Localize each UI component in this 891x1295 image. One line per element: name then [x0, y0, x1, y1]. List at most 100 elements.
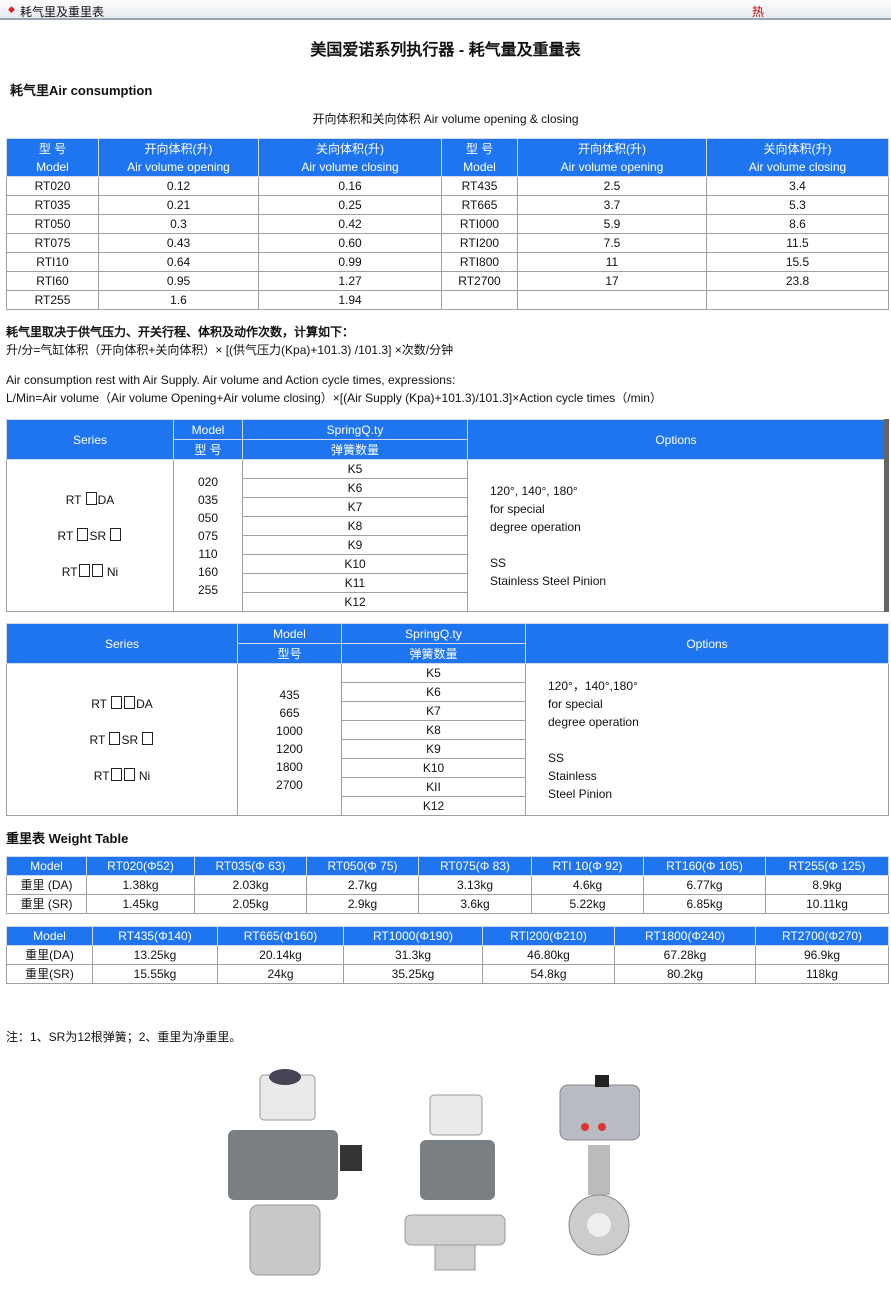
series-suffix: SR	[121, 732, 142, 747]
header-spring: SpringQ.ty	[341, 623, 526, 644]
topbar-title: 耗气里及重里表	[20, 5, 105, 19]
series-suffix: DA	[97, 492, 115, 507]
spring-cell: K9	[242, 535, 468, 555]
column-header: RT075(Φ 83)	[418, 856, 532, 876]
column-header: 型 号 Model	[6, 138, 99, 177]
table-row: RT DA RT SR RT Ni 020 035 050 075 110 160 255 K5 1…	[6, 459, 887, 612]
options-cell: 120°, 140°, 180° for special degree operat…	[467, 459, 887, 612]
table-cell: 0.21	[98, 195, 259, 215]
header-en: Air volume closing	[748, 159, 847, 174]
column-header: 开向体积(升) Air volume opening	[98, 138, 259, 177]
model-number: 035	[197, 492, 219, 507]
spring-cell: K9	[341, 739, 526, 759]
header-row: Model RT435(Φ140) RT665(Φ160) RT1000(Φ190) R…	[6, 926, 889, 946]
weight-heading: 重里表 Weight Table	[6, 831, 129, 846]
model-number: 160	[197, 564, 219, 579]
option-line: degree operation	[490, 519, 581, 534]
table-cell: RTI10	[6, 252, 99, 272]
column-header: RT665(Φ160)	[217, 926, 344, 946]
column-header: 开向体积(升) Air volume opening	[517, 138, 707, 177]
placeholder-box-icon	[77, 527, 89, 541]
table-cell	[441, 290, 518, 310]
air-subtitle: 开向体积和关向体积 Air volume opening & closing	[312, 112, 579, 126]
spring-cell: K11	[242, 573, 468, 593]
table-cell: 2.05kg	[194, 894, 307, 914]
model-number: 665	[279, 705, 300, 720]
table-cell: 80.2kg	[614, 964, 756, 984]
spring-cell: K7	[242, 497, 468, 517]
header-model-cn: 型号	[237, 643, 342, 664]
spring-cell: K8	[242, 516, 468, 536]
table-cell: 118kg	[755, 964, 889, 984]
table-cell: 31.3kg	[343, 945, 483, 965]
table-cell: 96.9kg	[755, 945, 889, 965]
series-suffix: SR	[89, 528, 110, 543]
spring-cell: K6	[341, 682, 526, 702]
table-cell: 46.80kg	[482, 945, 615, 965]
series-name: RT Ni	[7, 758, 237, 794]
table-row: RT DA RT SR RT Ni 435 665 1000 1200 1800 2700 K5…	[6, 663, 889, 816]
column-header: RT2700(Φ270)	[755, 926, 889, 946]
table-cell: 1.38kg	[86, 875, 195, 895]
table-row: RTI10 0.64 0.99 RTI800 11 15.5	[6, 252, 889, 272]
table-cell: 2.5	[517, 176, 707, 196]
table-cell: 3.7	[517, 195, 707, 215]
series-prefix: RT	[93, 768, 110, 783]
table-cell: 1.94	[258, 290, 442, 310]
table-cell: 13.25kg	[92, 945, 218, 965]
formula-cn: 耗气里取决于供气压力、开关行程、体积及动作次数，计算如下： 升/分=气缸体积（开…	[6, 323, 453, 359]
table-cell	[517, 290, 707, 310]
header-en: Model	[463, 159, 496, 174]
header-spring: SpringQ.ty	[242, 419, 468, 440]
air-heading: 耗气里Air consumption	[10, 83, 153, 98]
table-cell: 6.85kg	[643, 894, 766, 914]
option-line: 120°, 140°, 180°	[490, 483, 578, 498]
option-line: Steel Pinion	[548, 786, 613, 801]
table-cell: 重里 (DA)	[6, 875, 87, 895]
placeholder-box-icon	[78, 563, 90, 577]
table-cell: RT435	[441, 176, 518, 196]
formula-cn-line: 升/分=气缸体积（开向体积+关向体积）× [(供气压力(Kpa)+101.3) …	[6, 343, 454, 357]
model-number: 2700	[276, 777, 303, 792]
table-cell: 3.4	[706, 176, 889, 196]
table-row: 重里 (DA) 1.38kg 2.03kg 2.7kg 3.13kg 4.6kg 6.77k…	[6, 875, 889, 895]
table-cell: 2.7kg	[306, 875, 419, 895]
column-header: RT1800(Φ240)	[614, 926, 756, 946]
series-suffix: DA	[136, 696, 153, 711]
table-cell: 0.64	[98, 252, 259, 272]
formula-cn-line: 耗气里取决于供气压力、开关行程、体积及动作次数，计算如下：	[6, 325, 355, 339]
table-cell: RTI000	[441, 214, 518, 234]
series-suffix: Ni	[135, 768, 151, 783]
table-cell: 11	[517, 252, 707, 272]
placeholder-box-icon	[110, 767, 122, 781]
option-line: for special	[490, 501, 545, 516]
table-row: 重里(DA) 13.25kg 20.14kg 31.3kg 46.80kg 67.28kg…	[6, 945, 889, 965]
header-cn: 开向体积(升)	[578, 141, 646, 156]
table-cell: 0.12	[98, 176, 259, 196]
air-volume-table: 型 号 Model 开向体积(升) Air volume opening 关向体积(升)…	[6, 138, 889, 310]
note: 注：1、SR为12根弹簧；2、重里为净重里。	[6, 1030, 242, 1044]
hot-link[interactable]: 热	[752, 5, 765, 19]
placeholder-box-icon	[110, 527, 122, 541]
header-spring-cn: 弹簧数量	[341, 643, 526, 664]
table-cell: 5.3	[706, 195, 889, 215]
column-header: RT435(Φ140)	[92, 926, 218, 946]
table-cell: 67.28kg	[614, 945, 756, 965]
model-number: 1000	[276, 723, 303, 738]
table-cell: 4.6kg	[531, 875, 644, 895]
column-header: RT020(Φ52)	[86, 856, 195, 876]
table-cell: RT050	[6, 214, 99, 234]
table-row: RT035 0.21 0.25 RT665 3.7 5.3	[6, 195, 889, 215]
header-row: Model RT020(Φ52) RT035(Φ 63) RT050(Φ 75) RT0…	[6, 856, 889, 876]
table-row: 重里 (SR) 1.45kg 2.05kg 2.9kg 3.6kg 5.22kg 6.85k…	[6, 894, 889, 914]
spring-cell: K8	[341, 720, 526, 740]
header-en: Air volume opening	[560, 159, 664, 174]
placeholder-box-icon	[111, 695, 123, 709]
table-cell: 20.14kg	[217, 945, 344, 965]
table-cell: RT035	[6, 195, 99, 215]
series-prefix: RT	[89, 732, 109, 747]
series-suffix: Ni	[103, 564, 119, 579]
product-photos	[228, 1069, 640, 1276]
table-cell: 3.13kg	[418, 875, 532, 895]
table-row: 重里(SR) 15.55kg 24kg 35.25kg 54.8kg 80.2kg 118k…	[6, 964, 889, 984]
